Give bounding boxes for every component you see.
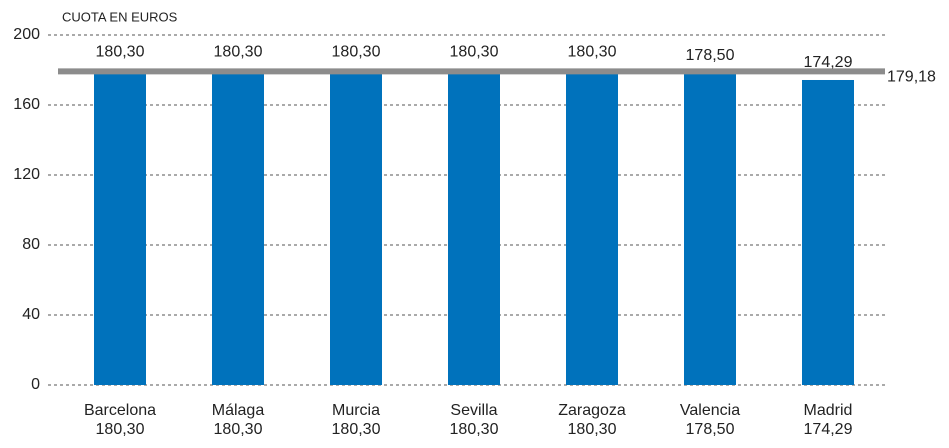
x-value-label: 180,30 [568,421,617,438]
value-label: 180,30 [568,44,617,61]
x-tick-label: Málaga [212,402,265,419]
x-value-label: 180,30 [450,421,499,438]
axis-title: CUOTA EN EUROS [62,9,178,24]
bar [684,72,736,385]
x-value-label: 178,50 [686,421,735,438]
bar [802,79,854,386]
bar [94,69,146,385]
value-label: 180,30 [332,44,381,61]
x-value-label: 180,30 [214,421,263,438]
value-label: 180,30 [214,44,263,61]
y-tick-label: 200 [13,26,40,43]
y-tick-label: 0 [31,376,40,393]
y-tick-label: 160 [13,96,40,113]
bar [212,69,264,385]
y-tick-label: 120 [13,166,40,183]
x-tick-label: Zaragoza [558,402,626,419]
x-tick-label: Murcia [332,402,380,419]
value-label: 180,30 [450,44,499,61]
reference-label: 179,18 [887,69,936,86]
x-tick-label: Barcelona [84,402,156,419]
x-value-label: 180,30 [96,421,145,438]
x-tick-label: Valencia [680,402,740,419]
x-value-label: 174,29 [804,421,853,438]
x-tick-label: Sevilla [450,402,497,419]
value-label: 174,29 [804,54,853,71]
y-tick-label: 80 [22,236,40,253]
bar [330,69,382,385]
bar [448,69,500,385]
x-value-label: 180,30 [332,421,381,438]
x-tick-label: Madrid [804,402,853,419]
bar [566,69,618,385]
y-tick-label: 40 [22,306,40,323]
value-label: 180,30 [96,44,145,61]
value-label: 178,50 [686,47,735,64]
